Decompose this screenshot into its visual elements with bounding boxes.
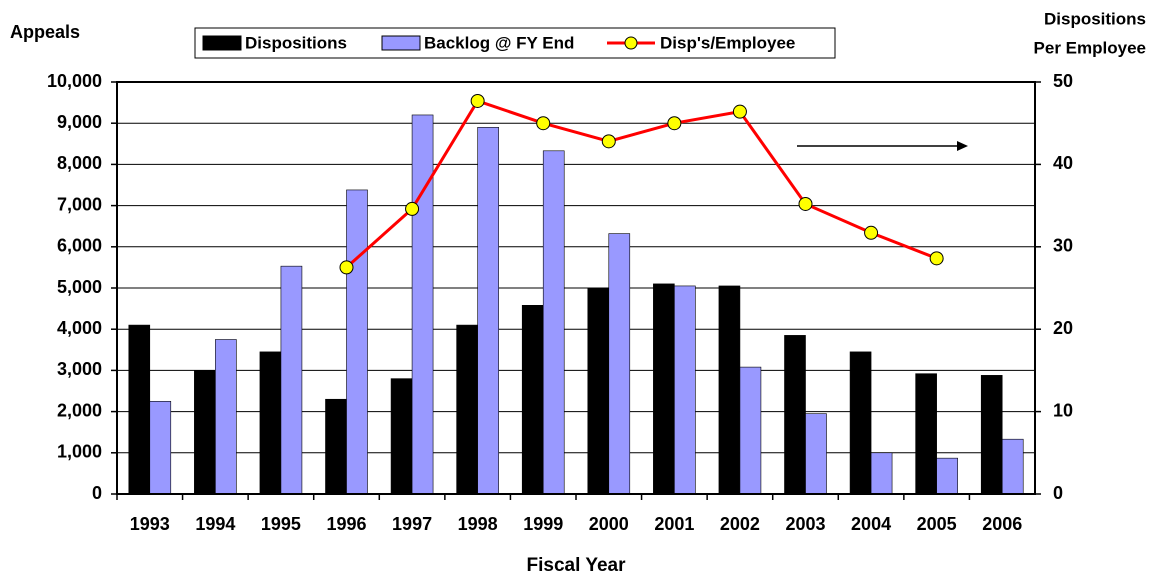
x-tick-label: 1995 bbox=[261, 514, 301, 534]
x-tick-label: 1993 bbox=[130, 514, 170, 534]
y2-axis-title: Per Employee bbox=[1034, 38, 1146, 57]
bar bbox=[280, 265, 303, 495]
bar bbox=[149, 400, 172, 495]
bar bbox=[718, 285, 741, 495]
x-tick-label: 2002 bbox=[720, 514, 760, 534]
arrow-head bbox=[957, 141, 968, 151]
bar bbox=[259, 351, 282, 495]
bar bbox=[477, 127, 499, 495]
marker bbox=[798, 196, 813, 211]
y-tick-label: 3,000 bbox=[57, 359, 102, 379]
y2-tick-label: 30 bbox=[1053, 236, 1073, 256]
y-tick-label: 8,000 bbox=[57, 153, 102, 173]
bar bbox=[390, 378, 413, 495]
x-tick-label: 1998 bbox=[458, 514, 498, 534]
y-tick-label: 7,000 bbox=[57, 194, 102, 214]
x-tick-label: 2003 bbox=[785, 514, 825, 534]
x-tick-label: 2006 bbox=[982, 514, 1022, 534]
bar bbox=[215, 339, 237, 495]
legend-marker bbox=[624, 36, 638, 50]
bar bbox=[674, 285, 696, 495]
marker bbox=[732, 104, 747, 119]
y2-tick-label: 0 bbox=[1053, 483, 1063, 503]
x-tick-label: 1994 bbox=[195, 514, 235, 534]
marker bbox=[470, 93, 485, 108]
bar bbox=[411, 114, 434, 495]
y-tick-label: 0 bbox=[92, 483, 102, 503]
y2-axis-title: Dispositions bbox=[1044, 9, 1146, 28]
bar bbox=[915, 373, 937, 495]
bar bbox=[784, 335, 806, 495]
bar bbox=[542, 150, 565, 495]
x-tick-label: 2005 bbox=[917, 514, 957, 534]
marker bbox=[864, 225, 879, 240]
marker bbox=[536, 116, 551, 131]
bar bbox=[456, 324, 478, 495]
bar bbox=[587, 287, 610, 495]
bar bbox=[194, 370, 216, 495]
bar bbox=[128, 324, 151, 495]
y-tick-label: 2,000 bbox=[57, 400, 102, 420]
y2-tick-label: 40 bbox=[1053, 153, 1073, 173]
bar bbox=[1001, 438, 1024, 495]
plot-frame bbox=[116, 81, 1036, 495]
x-tick-label: 1999 bbox=[523, 514, 563, 534]
y2-tick-label: 20 bbox=[1053, 318, 1073, 338]
legend-box bbox=[194, 27, 836, 59]
bar bbox=[980, 375, 1003, 495]
x-tick-label: 2001 bbox=[654, 514, 694, 534]
x-tick-label: 1996 bbox=[326, 514, 366, 534]
legend-label: Disp's/Employee bbox=[660, 33, 795, 52]
x-tick-label: 2000 bbox=[589, 514, 629, 534]
bar bbox=[936, 457, 958, 495]
bar bbox=[608, 233, 631, 495]
marker bbox=[339, 260, 354, 275]
legend-swatch bbox=[381, 35, 421, 51]
x-tick-label: 1997 bbox=[392, 514, 432, 534]
bar bbox=[870, 452, 893, 495]
legend-label: Backlog @ FY End bbox=[424, 33, 574, 52]
y-tick-label: 10,000 bbox=[47, 71, 102, 91]
marker bbox=[601, 134, 616, 149]
y2-tick-label: 50 bbox=[1053, 71, 1073, 91]
y-axis-title: Appeals bbox=[10, 22, 80, 42]
x-tick-label: 2004 bbox=[851, 514, 891, 534]
bar bbox=[325, 398, 347, 495]
bar bbox=[653, 283, 675, 495]
line bbox=[345, 99, 938, 269]
y-tick-label: 5,000 bbox=[57, 277, 102, 297]
bar bbox=[739, 366, 762, 495]
bar bbox=[849, 351, 872, 495]
marker bbox=[405, 201, 420, 216]
bar bbox=[346, 189, 368, 495]
marker bbox=[667, 116, 682, 131]
bar bbox=[521, 305, 544, 495]
y-tick-label: 4,000 bbox=[57, 318, 102, 338]
legend-swatch bbox=[202, 35, 242, 51]
y-tick-label: 9,000 bbox=[57, 112, 102, 132]
y2-tick-label: 10 bbox=[1053, 400, 1073, 420]
y-tick-label: 1,000 bbox=[57, 442, 102, 462]
bar bbox=[805, 413, 827, 495]
marker bbox=[929, 251, 944, 266]
legend-label: Dispositions bbox=[245, 33, 347, 52]
x-axis-title: Fiscal Year bbox=[527, 555, 627, 576]
y-tick-label: 6,000 bbox=[57, 236, 102, 256]
